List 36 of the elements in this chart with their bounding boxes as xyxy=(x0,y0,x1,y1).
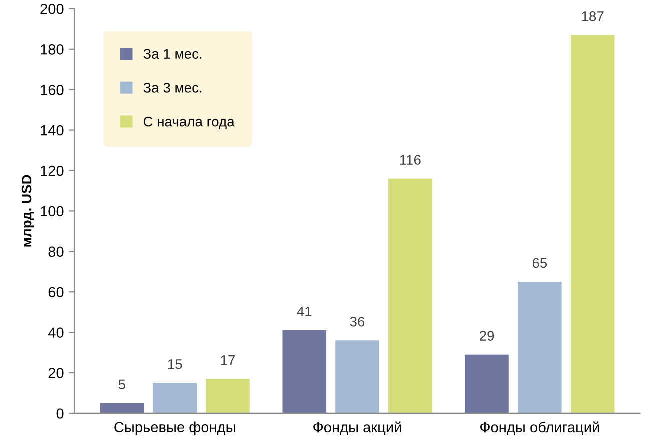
legend-label: За 3 мес. xyxy=(144,83,202,93)
bar xyxy=(518,282,562,414)
y-tick-label: 0 xyxy=(56,408,64,419)
y-tick-label: 40 xyxy=(48,328,64,338)
bar xyxy=(206,379,250,414)
y-tick-label: 100 xyxy=(41,206,64,217)
bar xyxy=(100,403,144,414)
bar xyxy=(153,383,197,414)
data-label: 15 xyxy=(168,360,182,370)
y-tick-label: 80 xyxy=(48,246,64,258)
data-label: 29 xyxy=(480,331,494,341)
y-tick-label: 140 xyxy=(41,125,64,136)
legend-label: За 1 мес. xyxy=(144,49,202,60)
data-label: 5 xyxy=(118,380,126,390)
y-tick-label: 200 xyxy=(40,4,64,14)
bar xyxy=(570,35,615,414)
y-tick-label: 160 xyxy=(41,84,64,96)
bar xyxy=(282,330,326,414)
data-label: 41 xyxy=(297,306,312,317)
bar xyxy=(388,178,432,414)
data-label: 36 xyxy=(350,316,365,327)
x-tick-label: Фонды акций xyxy=(314,422,402,436)
bar xyxy=(465,354,509,414)
y-tick-label: 180 xyxy=(41,44,64,55)
data-label: 187 xyxy=(582,12,604,22)
legend-label: С начала года xyxy=(144,116,235,130)
data-label: 65 xyxy=(532,258,548,268)
bar xyxy=(336,340,380,414)
y-tick-label: 120 xyxy=(41,166,64,176)
y-axis-title: млрд. USD xyxy=(22,175,34,247)
data-label: 17 xyxy=(221,356,236,366)
y-tick-label: 60 xyxy=(48,287,64,298)
x-tick-label: Сырьевые фонды xyxy=(114,422,236,436)
x-tick-label: Фонды облигаций xyxy=(480,422,600,436)
y-tick-label: 20 xyxy=(48,368,64,378)
data-label: 116 xyxy=(400,155,421,165)
